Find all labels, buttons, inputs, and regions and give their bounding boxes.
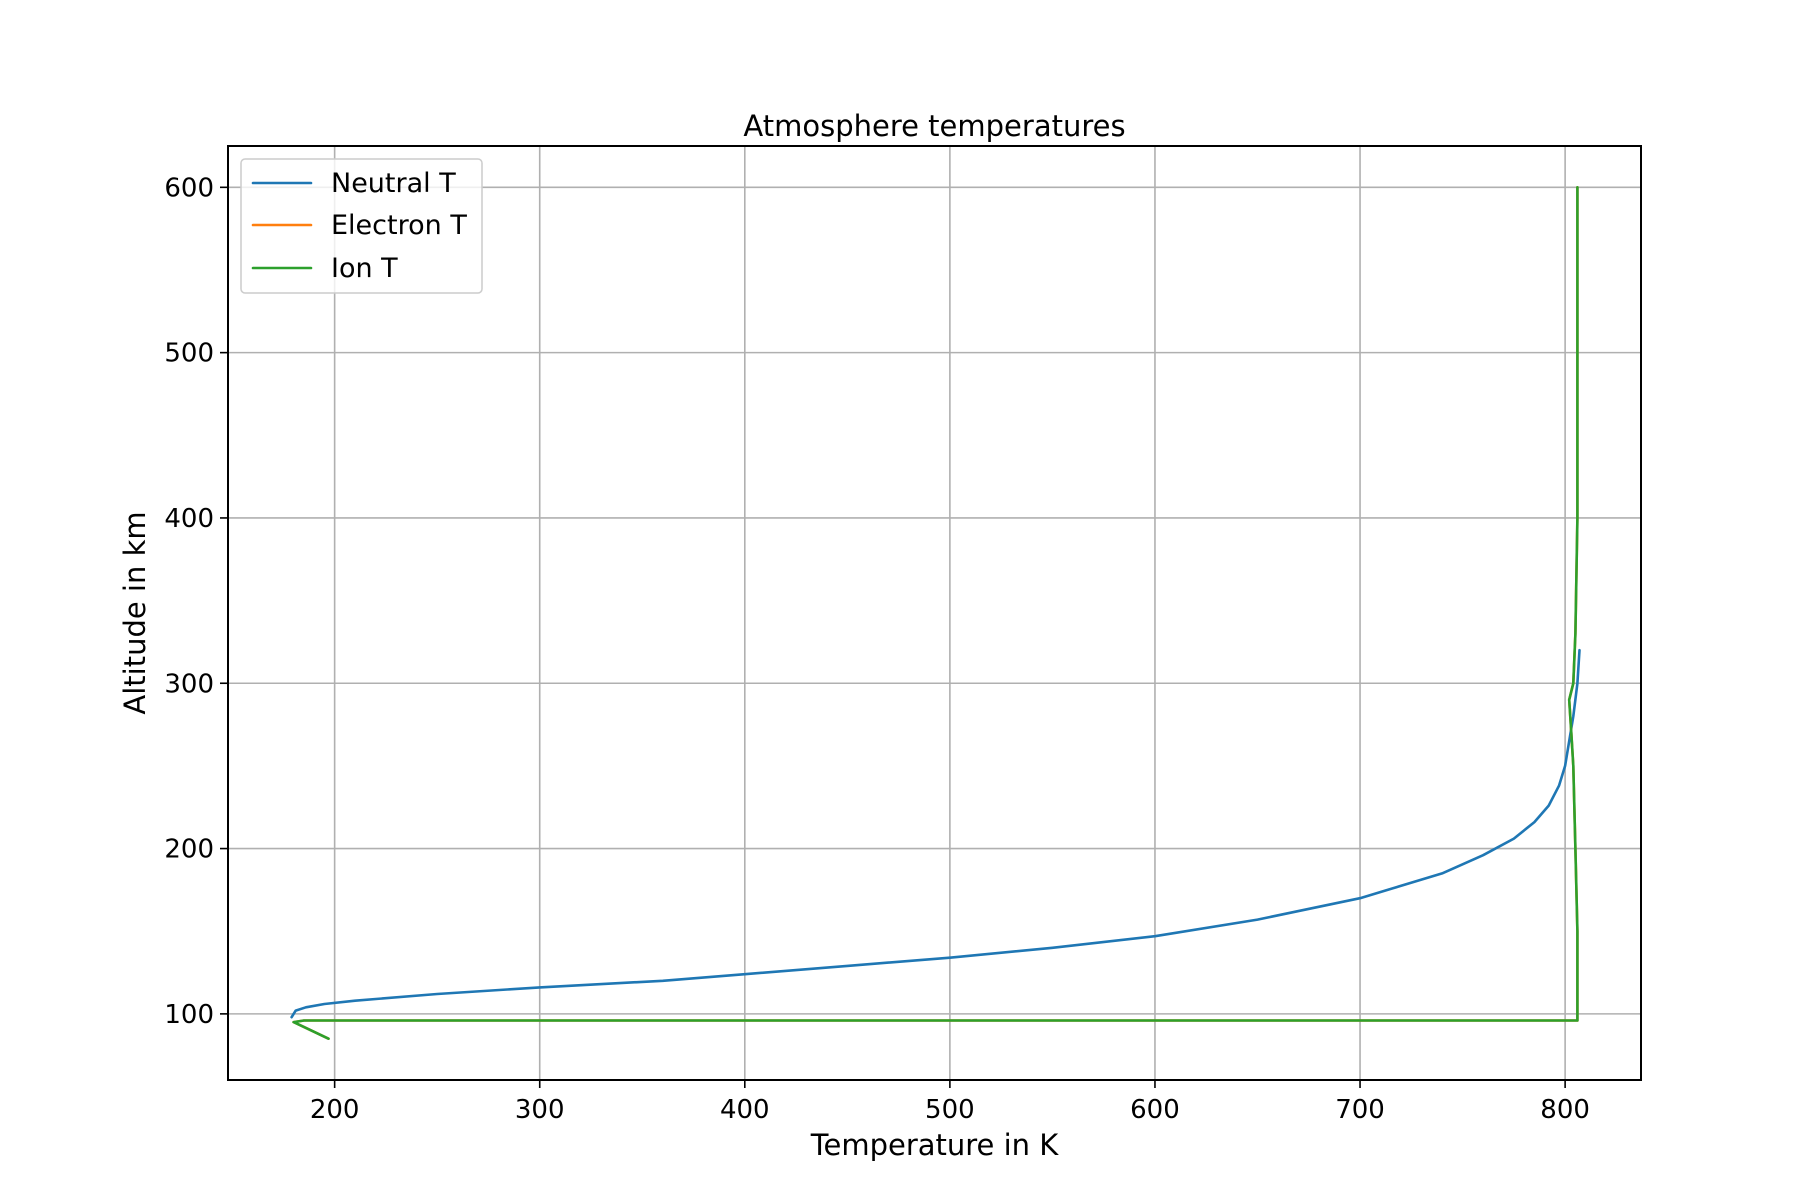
x-tick-label: 500 [925, 1095, 975, 1125]
y-axis-label: Altitude in km [118, 511, 152, 714]
legend-label-neutral-t: Neutral T [331, 168, 456, 199]
y-tick-label: 100 [164, 1000, 214, 1030]
series-line-electron-t [292, 186, 1579, 1040]
legend: Neutral T Electron T Ion T [240, 158, 483, 294]
x-tick-label: 300 [515, 1095, 565, 1125]
series-line-ion-t [292, 186, 1579, 1040]
y-tick-label: 300 [164, 669, 214, 699]
y-tick-label: 400 [164, 504, 214, 534]
legend-label-electron-t: Electron T [331, 210, 467, 241]
series-line-neutral-t [290, 648, 1581, 1019]
chart-title: Atmosphere temperatures [743, 109, 1125, 143]
x-tick-label: 200 [310, 1095, 360, 1125]
plot-frame [227, 145, 1642, 1081]
legend-label-ion-t: Ion T [331, 253, 398, 284]
x-tick-label: 600 [1130, 1095, 1180, 1125]
legend-box [240, 158, 483, 294]
x-tick-label: 400 [720, 1095, 770, 1125]
x-axis-label: Temperature in K [810, 1128, 1060, 1162]
x-tick-label: 800 [1540, 1095, 1590, 1125]
grid [228, 146, 1641, 1080]
y-tick-label: 600 [164, 173, 214, 203]
y-tick-label: 200 [164, 835, 214, 865]
x-tick-label: 700 [1335, 1095, 1385, 1125]
series-layer [290, 186, 1581, 1040]
y-tick-label: 500 [164, 339, 214, 369]
ticks: 200 300 400 500 600 700 800 100 200 300 400 500 600 [164, 173, 1590, 1125]
